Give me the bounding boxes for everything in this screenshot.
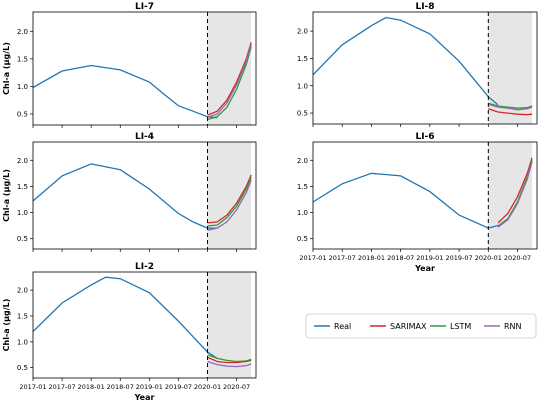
y-tick-label: 0.5: [297, 235, 308, 243]
x-tick-label: 2017-07: [329, 254, 356, 262]
panel-li-8: LI-8 0.5 1.0 1.5 2.0: [297, 2, 538, 127]
y-axis-label: Chl-a (μg/L): [2, 299, 11, 352]
x-tick-label: 2020-07: [223, 383, 250, 391]
y-tick-label: 0.5: [17, 235, 28, 243]
y-tick-label: 1.0: [17, 209, 28, 217]
series-line-rnn: [488, 103, 533, 111]
legend-item-rnn: RNN: [484, 322, 522, 331]
axes-frame: [312, 141, 538, 250]
x-axis-label: Year: [134, 393, 155, 402]
series-line-sarimax: [488, 108, 533, 116]
legend-label: SARIMAX: [390, 322, 427, 331]
series-line-real: [313, 172, 499, 229]
x-tick-label: 2018-07: [387, 254, 414, 262]
y-tick-label: 0.5: [17, 364, 28, 372]
series-line-rnn: [207, 44, 252, 118]
legend-label: RNN: [504, 322, 522, 331]
x-tick-label: 2020-07: [504, 254, 531, 262]
panel-li-7: LI-7 0.5 1.0 1.5 2.0 Chl-a (μg/L): [2, 2, 257, 128]
y-tick-label: 1.5: [17, 312, 28, 320]
y-tick-label: 2.0: [17, 28, 28, 36]
y-tick-label: 2.0: [297, 28, 308, 36]
forecast-region: [207, 142, 252, 249]
legend-item-lstm: LSTM: [430, 322, 471, 331]
axes-frame: [32, 11, 257, 126]
series-line-real: [313, 16, 499, 106]
y-tick-label: 1.0: [297, 209, 308, 217]
x-tick-label: 2019-07: [446, 254, 473, 262]
panel-li-4: LI-4 0.5 1.0 1.5 2.0 Chl-a (μg/L): [2, 132, 257, 252]
legend-frame: [305, 313, 537, 339]
series-line-rnn: [497, 161, 533, 228]
x-tick-label: 2018-01: [358, 254, 385, 262]
series-line-rnn: [207, 179, 252, 231]
legend-label: Real: [334, 322, 351, 331]
y-axis-label: Chl-a (μg/L): [2, 169, 11, 222]
x-tick-label: 2019-01: [416, 254, 443, 262]
panel-title: LI-7: [135, 2, 154, 12]
y-tick-label: 1.0: [17, 338, 28, 346]
axes-frame: [312, 11, 538, 125]
panel-title: LI-6: [415, 132, 434, 142]
y-tick-label: 1.5: [297, 183, 308, 191]
x-tick-label: 2018-01: [78, 383, 105, 391]
x-tick-label: 2019-07: [165, 383, 192, 391]
series-line-lstm: [207, 176, 252, 227]
y-tick-label: 0.5: [17, 110, 28, 118]
y-tick-label: 1.5: [297, 55, 308, 63]
series-line-lstm: [488, 102, 533, 109]
x-tick-label: 2020-01: [475, 254, 502, 262]
y-axis-label: Chl-a (μg/L): [2, 42, 11, 95]
panel-title: LI-2: [135, 262, 154, 272]
y-tick-label: 1.0: [17, 83, 28, 91]
x-tick-label: 2019-01: [136, 383, 163, 391]
x-tick-label: 2017-01: [19, 383, 46, 391]
y-tick-label: 2.0: [297, 157, 308, 165]
x-tick-label: 2018-07: [107, 383, 134, 391]
y-tick-label: 1.5: [17, 55, 28, 63]
legend-label: LSTM: [450, 322, 471, 331]
y-tick-label: 1.5: [17, 183, 28, 191]
axes-frame: [32, 141, 257, 250]
series-line-real: [33, 276, 218, 359]
series-line-real: [33, 163, 218, 229]
x-tick-label: 2017-01: [299, 254, 326, 262]
series-line-sarimax: [207, 174, 252, 224]
series-line-lstm: [207, 46, 252, 121]
x-tick-label: 2020-01: [194, 383, 221, 391]
y-tick-label: 2.0: [17, 157, 28, 165]
series-line-real: [33, 64, 218, 119]
forecast-region: [488, 142, 533, 249]
legend-item-real: Real: [314, 322, 351, 331]
axes-frame: [32, 271, 257, 379]
y-tick-label: 2.0: [17, 287, 28, 295]
panel-title: LI-8: [415, 2, 434, 12]
series-line-rnn: [207, 360, 252, 368]
legend: Real SARIMAX LSTM RNN: [305, 313, 537, 339]
series-line-lstm: [207, 354, 252, 363]
x-tick-label: 2017-07: [49, 383, 76, 391]
series-line-sarimax: [497, 157, 533, 224]
legend-item-sarimax: SARIMAX: [370, 322, 427, 331]
y-tick-label: 1.0: [297, 82, 308, 90]
x-axis-label: Year: [414, 264, 435, 273]
panel-title: LI-4: [135, 132, 154, 142]
y-tick-label: 0.5: [297, 110, 308, 118]
